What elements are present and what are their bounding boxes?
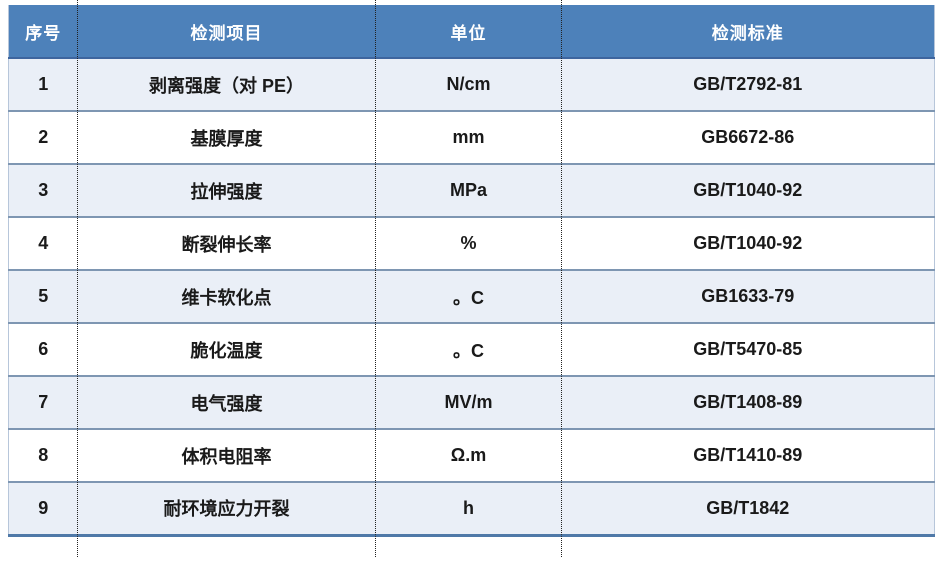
table-row: 4 断裂伸长率 % GB/T1040-92 xyxy=(8,216,935,270)
cell-unit: % xyxy=(375,216,562,270)
cell-test-item: 基膜厚度 xyxy=(77,110,376,164)
cell-test-standard: GB/T2792-81 xyxy=(693,74,803,94)
table-row: 6 脆化温度 。C GB/T5470-85 xyxy=(8,322,935,376)
cell-serial-number: 1 xyxy=(38,74,49,94)
column-header-test-standard: 检测标准 xyxy=(561,5,935,59)
table-row: 1 剥离强度（对 PE） N/cm GB/T2792-81 xyxy=(8,58,935,111)
column-header-test-item: 检测项目 xyxy=(77,5,376,59)
cell-test-item: 维卡软化点 xyxy=(77,269,376,323)
cell-test-standard: GB/T1842 xyxy=(561,481,935,535)
cell-test-standard: GB/T1040-92 xyxy=(561,216,935,270)
table-row: 2 基膜厚度 mm GB6672-86 xyxy=(8,110,935,164)
cell-test-item: 剥离强度（对 PE） xyxy=(148,75,304,96)
cell-serial-number: 2 xyxy=(8,110,78,164)
cell-test-standard: GB/T1408-89 xyxy=(561,375,935,429)
cell-test-standard: GB/T1040-92 xyxy=(561,163,935,217)
cell-serial-number: 9 xyxy=(8,481,78,535)
cell-unit: N/cm xyxy=(446,74,491,94)
table-header: 序号 检测项目 单位 检测标准 xyxy=(8,5,935,59)
cell-serial-number: 7 xyxy=(8,375,78,429)
cell-unit: MPa xyxy=(375,163,562,217)
cell-test-item: 断裂伸长率 xyxy=(77,216,376,270)
cell-test-item: 耐环境应力开裂 xyxy=(77,481,376,535)
table-row: 3 拉伸强度 MPa GB/T1040-92 xyxy=(8,163,935,217)
cell-test-standard: GB/T1410-89 xyxy=(561,428,935,482)
cell-test-standard: GB1633-79 xyxy=(561,269,935,323)
cell-test-item: 拉伸强度 xyxy=(77,163,376,217)
cell-test-item: 脆化温度 xyxy=(77,322,376,376)
cell-test-standard: GB6672-86 xyxy=(561,110,935,164)
cell-unit: mm xyxy=(375,110,562,164)
column-header-serial-number: 序号 xyxy=(8,5,78,59)
cell-unit: Ω.m xyxy=(375,428,562,482)
cell-serial-number: 6 xyxy=(8,322,78,376)
cell-test-item: 体积电阻率 xyxy=(77,428,376,482)
cell-unit: MV/m xyxy=(375,375,562,429)
cell-test-item: 电气强度 xyxy=(77,375,376,429)
test-standards-table: 序号 检测项目 单位 检测标准 1 剥离强度（对 PE） N/cm GB/T27… xyxy=(8,5,935,537)
table-row: 9 耐环境应力开裂 h GB/T1842 xyxy=(8,481,935,535)
cell-serial-number: 3 xyxy=(8,163,78,217)
cell-serial-number: 4 xyxy=(8,216,78,270)
cell-unit: 。C xyxy=(375,322,562,376)
cell-serial-number: 5 xyxy=(8,269,78,323)
cell-test-standard: GB/T5470-85 xyxy=(561,322,935,376)
header-row: 序号 检测项目 单位 检测标准 xyxy=(8,5,935,59)
table-body: 1 剥离强度（对 PE） N/cm GB/T2792-81 2 基膜厚度 mm … xyxy=(8,58,935,535)
cell-unit: 。C xyxy=(375,269,562,323)
column-header-unit: 单位 xyxy=(375,5,562,59)
table-row: 8 体积电阻率 Ω.m GB/T1410-89 xyxy=(8,428,935,482)
table-row: 7 电气强度 MV/m GB/T1408-89 xyxy=(8,375,935,429)
cell-unit: h xyxy=(375,481,562,535)
table-row: 5 维卡软化点 。C GB1633-79 xyxy=(8,269,935,323)
cell-serial-number: 8 xyxy=(8,428,78,482)
test-standards-table-wrap: 序号 检测项目 单位 检测标准 1 剥离强度（对 PE） N/cm GB/T27… xyxy=(8,5,935,537)
